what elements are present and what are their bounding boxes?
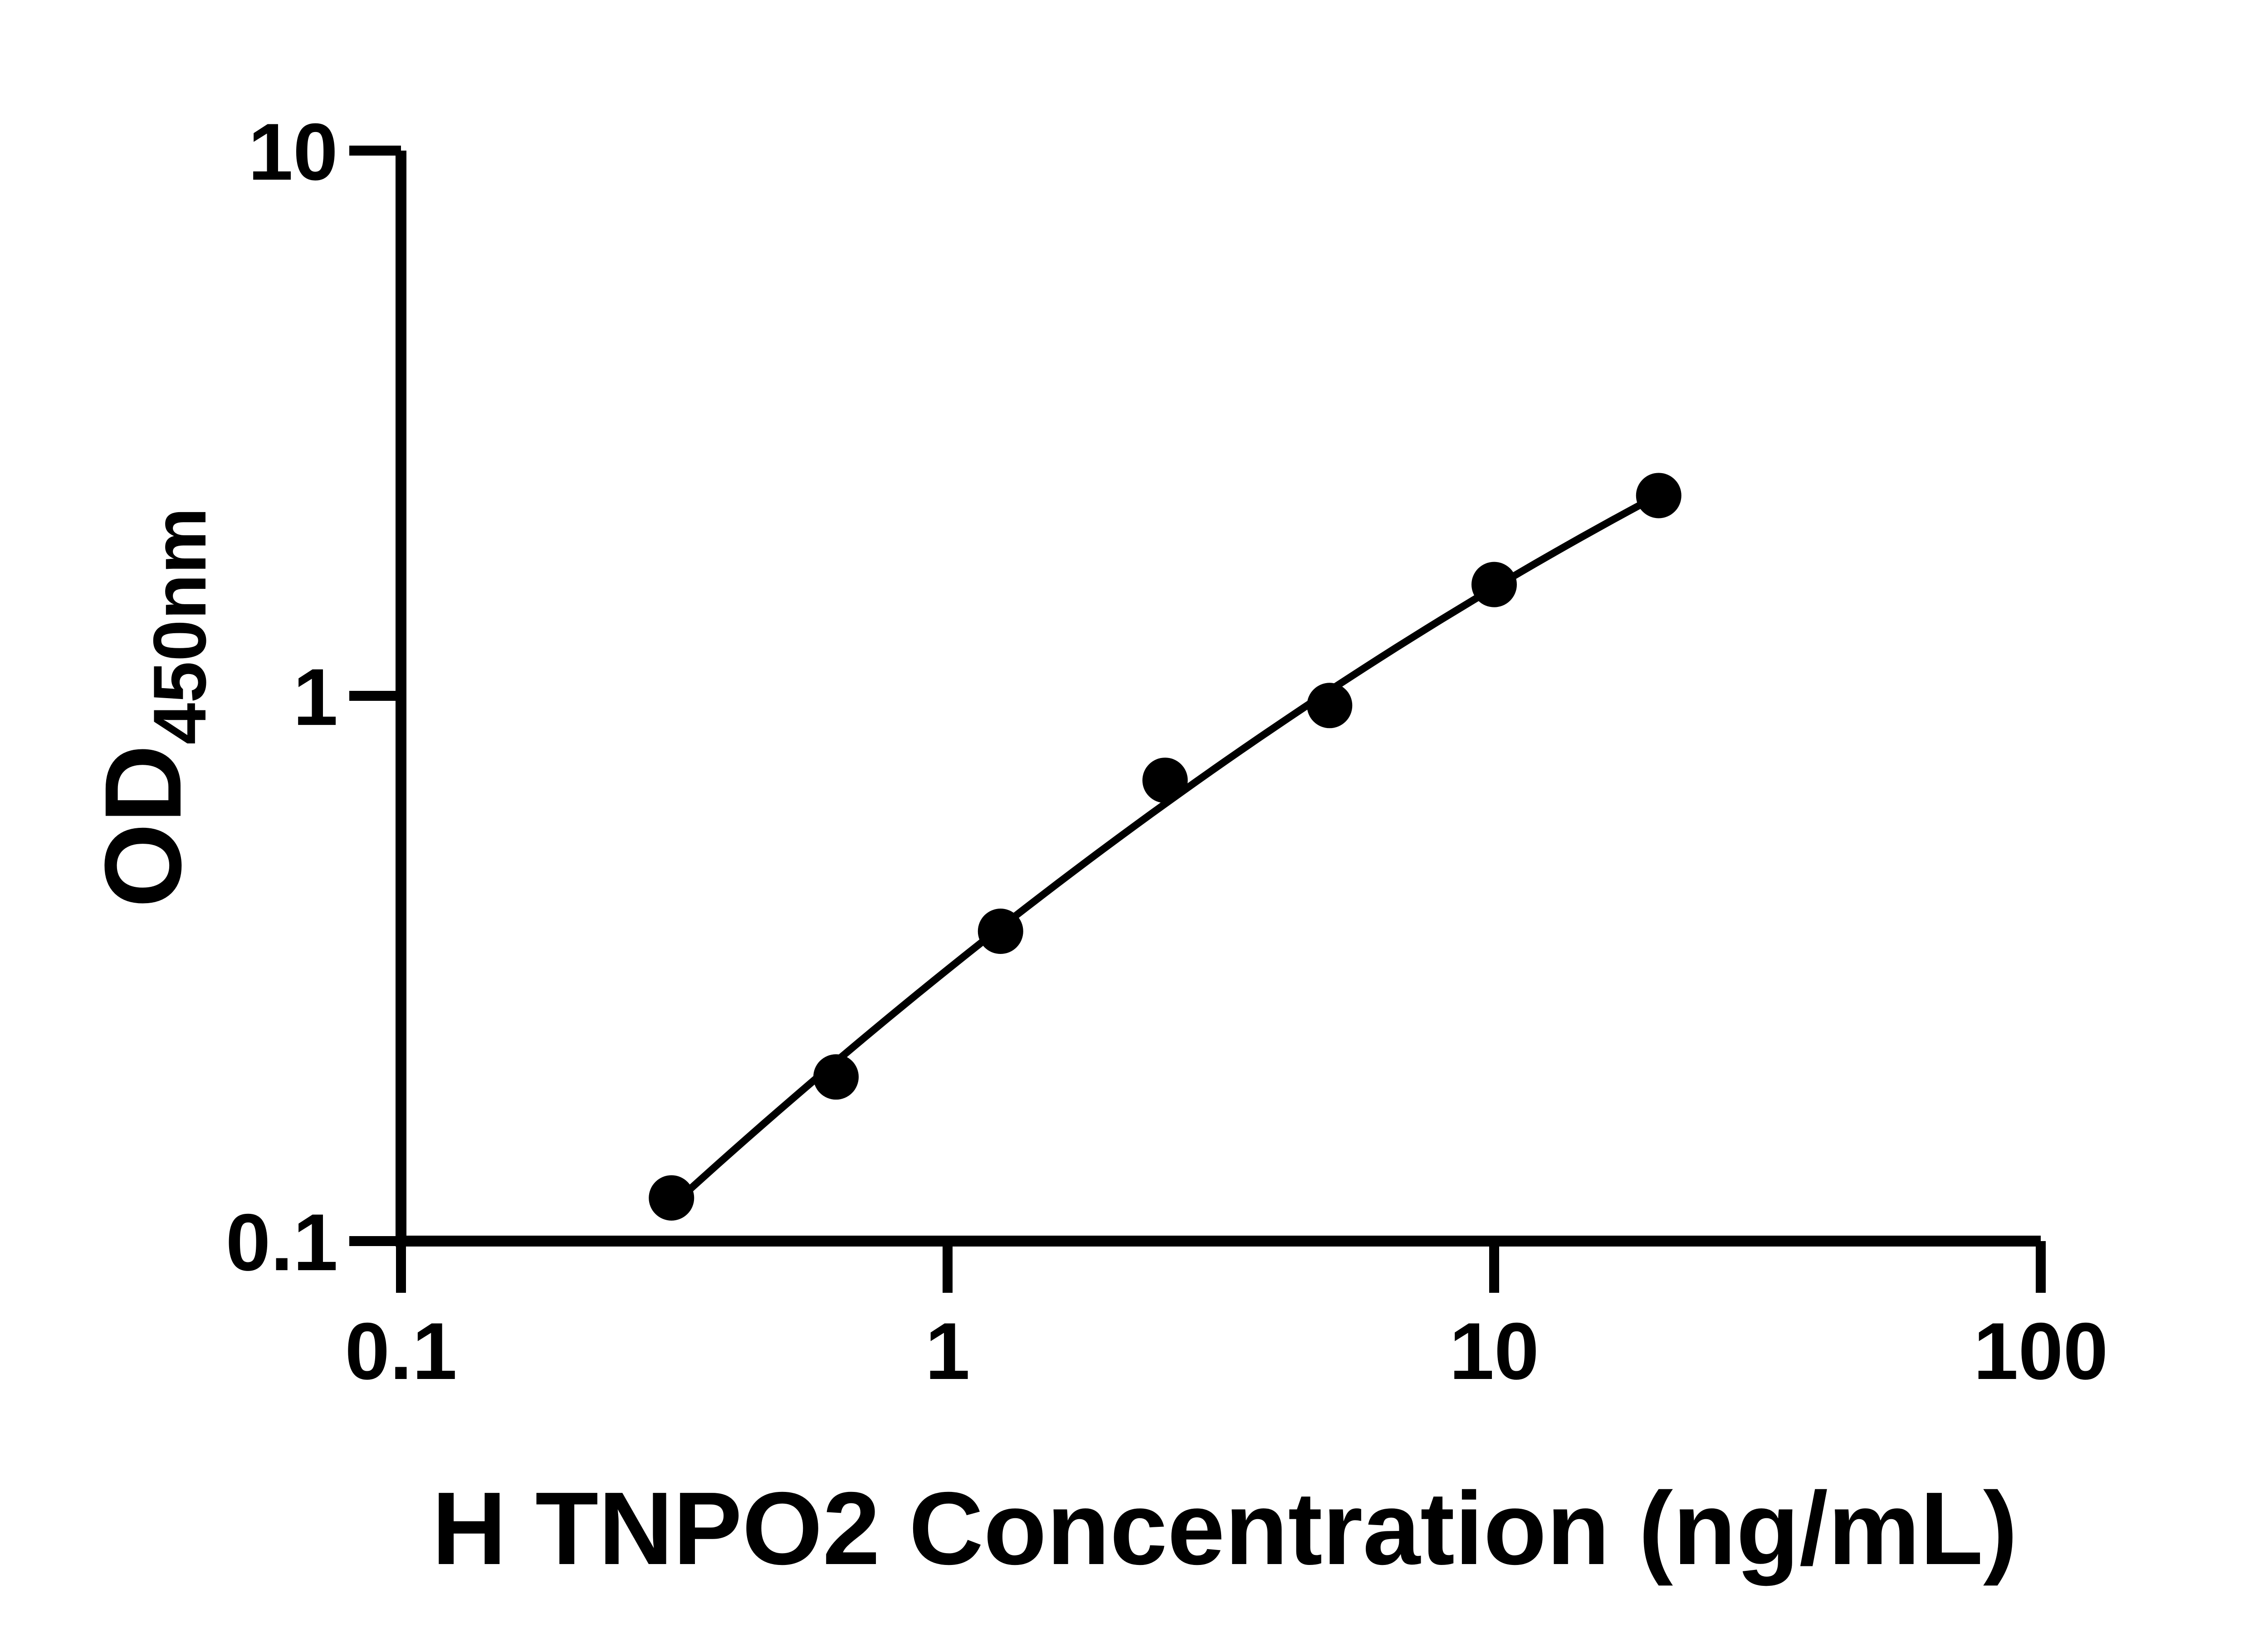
data-point-3 (978, 909, 1023, 954)
data-point-7 (1636, 473, 1681, 518)
data-point-4 (1142, 758, 1188, 803)
y-tick-label-1: 1 (293, 652, 338, 742)
data-point-1 (649, 1175, 694, 1221)
x-axis-title: H TNPO2 Concentration (ng/mL) (432, 1471, 2018, 1586)
plot-area: 0.1 1 10 100 0.1 1 10 H TNPO2 Concentration (ng… (82, 107, 2108, 1586)
y-tick-label-10: 10 (248, 107, 338, 197)
fit-curve (668, 491, 1662, 1210)
x-tick-label-1: 1 (925, 1306, 970, 1396)
x-tick-label-10: 10 (1449, 1306, 1539, 1396)
data-point-6 (1471, 562, 1517, 607)
data-point-5 (1307, 683, 1353, 728)
x-tick-label-100: 100 (1974, 1306, 2108, 1396)
axis-lines (396, 151, 2041, 1247)
y-axis-title-main: OD (82, 744, 204, 908)
y-axis-title-subscript: 450nm (138, 508, 221, 745)
y-tick-label-0.1: 0.1 (226, 1197, 338, 1287)
x-tick-label-0.1: 0.1 (345, 1306, 457, 1396)
data-point-2 (813, 1054, 859, 1100)
y-axis-title: OD450nm (82, 508, 221, 908)
